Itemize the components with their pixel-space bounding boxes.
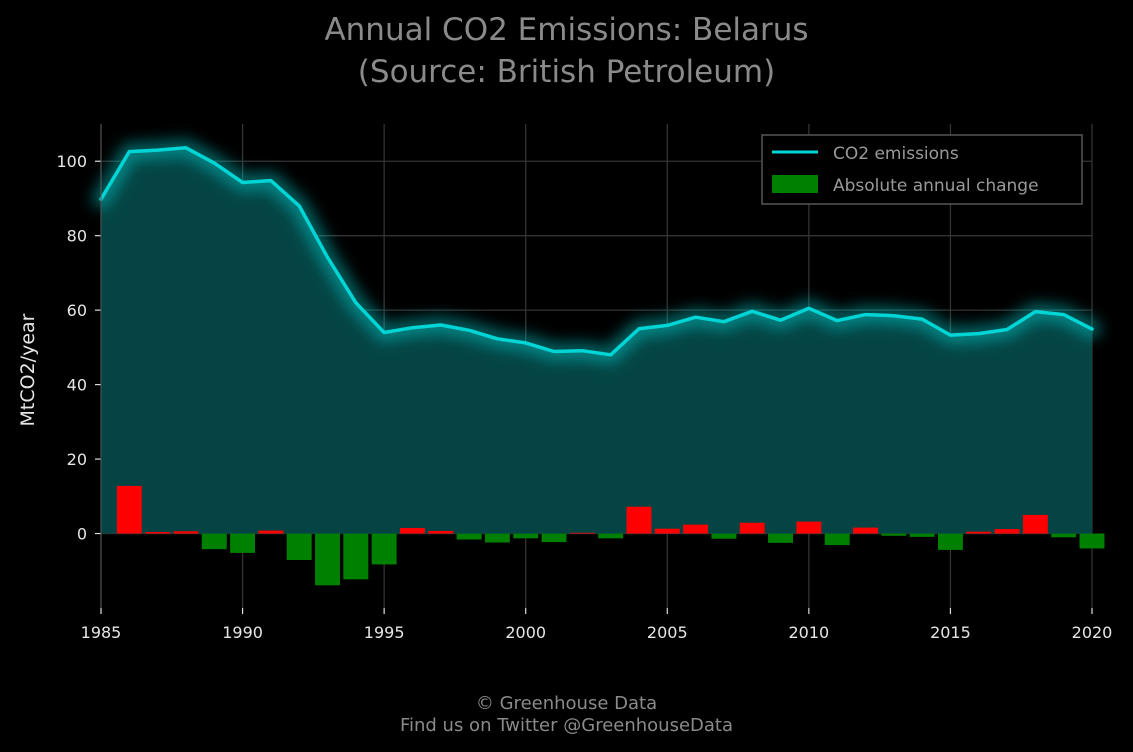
- change-bar: [824, 533, 850, 546]
- credit-twitter: Find us on Twitter @GreenhouseData: [399, 715, 734, 736]
- change-bar: [683, 524, 709, 534]
- change-bar: [626, 506, 652, 534]
- legend: CO2 emissions Absolute annual change: [761, 134, 1083, 205]
- change-bar: [909, 533, 935, 537]
- y-tick-label: 40: [67, 376, 87, 395]
- change-bar: [796, 521, 822, 534]
- annual-change-bars: [116, 485, 1105, 586]
- change-bar: [258, 530, 284, 534]
- legend-entry-change: Absolute annual change: [833, 176, 1039, 196]
- change-bar: [853, 527, 878, 534]
- change-bar: [116, 485, 142, 534]
- change-bar: [768, 533, 794, 543]
- y-tick-label: 0: [77, 525, 87, 544]
- change-bar: [145, 532, 171, 534]
- x-tick-label: 2020: [1072, 623, 1113, 642]
- x-tick-label: 2005: [647, 623, 688, 642]
- legend-bar-swatch: [772, 175, 818, 193]
- change-bar: [230, 533, 256, 553]
- change-bar: [456, 533, 482, 540]
- change-bar: [711, 533, 737, 539]
- change-bar: [881, 533, 907, 536]
- change-bar: [994, 529, 1020, 534]
- change-bar: [428, 530, 454, 534]
- legend-entry-emissions: CO2 emissions: [833, 144, 959, 164]
- change-bar: [569, 532, 595, 534]
- change-bar: [315, 533, 340, 586]
- x-tick-label: 1985: [81, 623, 122, 642]
- credit-copyright: © Greenhouse Data: [475, 693, 658, 714]
- x-tick-label: 2010: [788, 623, 829, 642]
- x-tick-label: 2000: [505, 623, 546, 642]
- y-tick-label: 60: [67, 301, 87, 320]
- chart-subtitle: (Source: British Petroleum): [357, 54, 776, 90]
- axes: 1985 1990 1995 2000 2005 2010 2015 2020 0 20 40 60 8…: [56, 124, 1112, 642]
- change-bar: [598, 533, 624, 539]
- change-bar: [286, 533, 312, 560]
- change-bar: [399, 527, 425, 534]
- x-tick-label: 2015: [930, 623, 971, 642]
- change-bar: [201, 533, 227, 550]
- change-bar: [1022, 514, 1048, 534]
- change-bar: [513, 533, 539, 539]
- change-bar: [173, 531, 199, 534]
- chart-title: Annual CO2 Emissions: Belarus: [324, 12, 809, 48]
- change-bar: [654, 528, 680, 534]
- y-tick-label: 80: [67, 227, 87, 246]
- y-axis-label: MtCO2/year: [17, 313, 39, 426]
- change-bar: [343, 533, 369, 580]
- x-tick-label: 1990: [222, 623, 263, 642]
- change-bar: [371, 533, 397, 565]
- change-bar: [1079, 533, 1105, 549]
- x-tick-label: 1995: [364, 623, 405, 642]
- change-bar: [541, 533, 567, 543]
- change-bar: [484, 533, 510, 543]
- change-bar: [966, 531, 992, 534]
- emissions-line: [99, 146, 1094, 357]
- y-tick-label: 20: [67, 450, 87, 469]
- change-bar: [1051, 533, 1077, 538]
- change-bar: [937, 533, 963, 550]
- change-bar: [739, 522, 765, 534]
- emissions-area: [101, 147, 1092, 534]
- y-tick-label: 100: [56, 152, 87, 171]
